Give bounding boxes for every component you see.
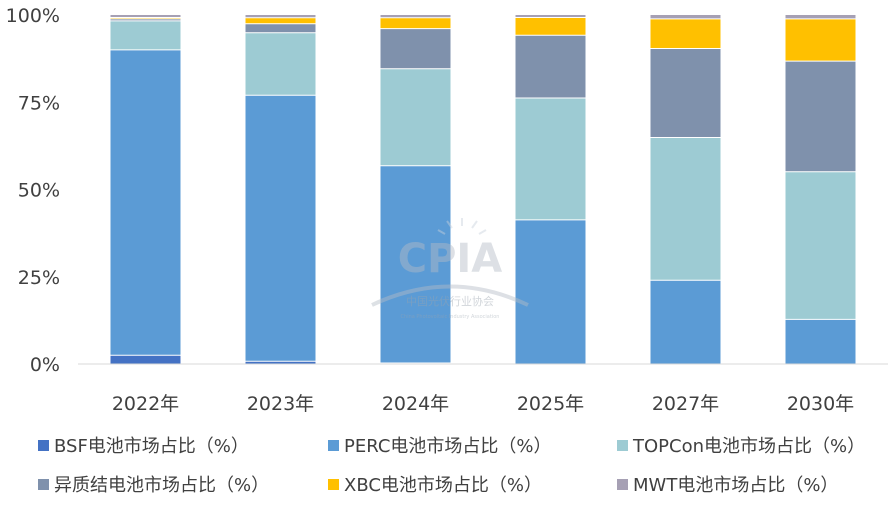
bar-segment-3-5 [515, 15, 586, 18]
watermark-arc [371, 284, 529, 307]
cpia-watermark: CPIA 中国光伏行业协会 China Photovoltaic Industr… [371, 218, 529, 320]
y-tick-label: 75% [18, 92, 60, 114]
bar-segment-0-2 [110, 20, 181, 50]
bar-segment-0-4 [110, 17, 181, 19]
bar-segment-0-3 [110, 18, 181, 21]
y-tick-label: 0% [30, 354, 60, 376]
legend-swatch [617, 479, 628, 490]
bar-segment-4-2 [650, 137, 721, 281]
legend-swatch [617, 440, 628, 451]
bar-segment-1-5 [245, 15, 316, 18]
bar-segment-5-5 [785, 15, 856, 19]
x-tick-label: 2030年 [787, 393, 854, 415]
legend-label: MWT电池市场占比（%） [633, 475, 838, 496]
x-tick-label: 2024年 [382, 393, 449, 415]
y-axis-ticks: 0% 25% 50% 75% 100% [6, 5, 60, 376]
legend-label: BSF电池市场占比（%） [54, 436, 249, 457]
bar-segment-3-3 [515, 35, 586, 99]
legend-swatch [38, 440, 49, 451]
legend-swatch [38, 479, 49, 490]
legend-swatch [328, 440, 339, 451]
sun-rays-icon [437, 218, 487, 235]
bar-segment-3-4 [515, 17, 586, 36]
y-tick-label: 100% [6, 5, 60, 27]
bar-segment-1-4 [245, 17, 316, 24]
legend: BSF电池市场占比（%） PERC电池市场占比（%） TOPCon电池市场占比（%）… [38, 436, 865, 496]
bar-segment-1-2 [245, 32, 316, 96]
bar-segment-3-2 [515, 98, 586, 220]
x-tick-label: 2025年 [517, 393, 584, 415]
bar-segment-2-1 [380, 165, 451, 363]
watermark-logo-text: CPIA [398, 236, 503, 282]
legend-label: 异质结电池市场占比（%） [54, 475, 269, 496]
bar-segment-2-4 [380, 17, 451, 29]
bar-segment-2-3 [380, 28, 451, 69]
bar-segment-0-0 [110, 355, 181, 364]
watermark-org-en: China Photovoltaic Industry Association [401, 314, 500, 320]
bar-segment-1-3 [245, 23, 316, 33]
legend-label: PERC电池市场占比（%） [344, 436, 552, 457]
x-axis-ticks: 2022年 2023年 2024年 2025年 2027年 2030年 [112, 393, 854, 415]
bar-segment-3-1 [515, 219, 586, 364]
bar-segment-0-1 [110, 49, 181, 356]
bar-segment-5-4 [785, 18, 856, 62]
bar-segment-4-1 [650, 280, 721, 364]
bar-segment-4-4 [650, 18, 721, 49]
bar-segment-1-0 [245, 361, 316, 364]
bar-segment-1-1 [245, 95, 316, 362]
legend-label: XBC电池市场占比（%） [344, 475, 542, 496]
x-tick-label: 2023年 [247, 393, 314, 415]
legend-label: TOPCon电池市场占比（%） [632, 436, 865, 457]
bar-segment-4-3 [650, 48, 721, 138]
bar-segment-0-5 [110, 15, 181, 18]
watermark-org-cn: 中国光伏行业协会 [406, 294, 494, 308]
y-tick-label: 25% [18, 267, 60, 289]
legend-swatch [328, 479, 339, 490]
bar-segment-5-1 [785, 319, 856, 364]
bar-segment-5-2 [785, 171, 856, 320]
x-tick-label: 2027年 [652, 393, 719, 415]
bar-layer [110, 15, 856, 364]
x-tick-label: 2022年 [112, 393, 179, 415]
y-tick-label: 50% [18, 180, 60, 202]
bar-segment-2-2 [380, 68, 451, 166]
bar-segment-2-5 [380, 15, 451, 18]
bar-segment-2-0 [380, 362, 451, 364]
bar-segment-5-3 [785, 61, 856, 172]
bar-segment-4-5 [650, 15, 721, 19]
